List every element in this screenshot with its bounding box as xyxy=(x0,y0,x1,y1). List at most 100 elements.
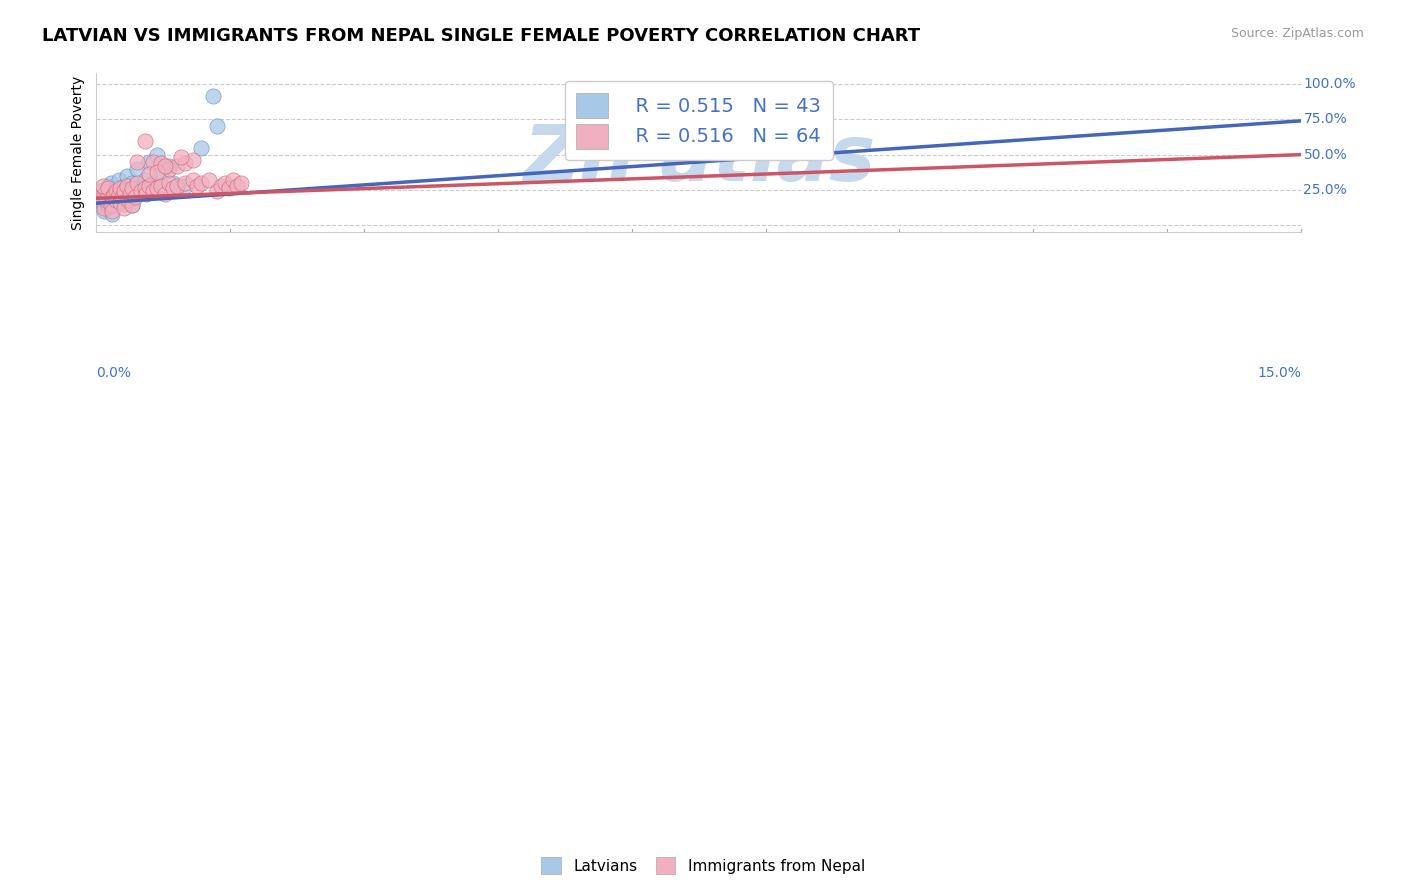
Point xyxy=(157,161,180,176)
Point xyxy=(94,193,117,207)
Point xyxy=(117,193,139,207)
Point xyxy=(120,181,142,195)
Point xyxy=(117,190,139,204)
Point xyxy=(166,159,188,173)
Point xyxy=(129,184,152,198)
Point xyxy=(91,193,114,207)
Point xyxy=(205,184,228,198)
Point xyxy=(205,120,228,134)
Point xyxy=(129,178,152,193)
Point xyxy=(173,156,195,170)
Point xyxy=(114,197,136,211)
Text: 15.0%: 15.0% xyxy=(1257,366,1301,380)
Point xyxy=(125,161,148,176)
Point xyxy=(124,187,146,202)
Point xyxy=(111,187,134,202)
Point xyxy=(93,203,115,218)
Point xyxy=(100,198,122,212)
Point xyxy=(125,176,148,190)
Point xyxy=(110,195,132,210)
Point xyxy=(110,184,132,198)
Point xyxy=(100,198,122,212)
Point xyxy=(100,195,122,210)
Point xyxy=(97,201,120,215)
Text: 100.0%: 100.0% xyxy=(1303,78,1355,91)
Point xyxy=(162,176,184,190)
Point xyxy=(157,176,180,190)
Point xyxy=(190,176,212,190)
Legend:   R = 0.515   N = 43,   R = 0.516   N = 64: R = 0.515 N = 43, R = 0.516 N = 64 xyxy=(565,81,832,161)
Point xyxy=(181,153,204,168)
Point xyxy=(166,178,188,193)
Point xyxy=(190,140,212,154)
Point xyxy=(222,173,245,187)
Point xyxy=(94,187,117,202)
Point xyxy=(105,184,128,198)
Point xyxy=(101,187,124,202)
Text: 0.0%: 0.0% xyxy=(97,366,131,380)
Point xyxy=(101,207,124,221)
Point xyxy=(101,203,124,218)
Point xyxy=(218,181,240,195)
Point xyxy=(145,164,167,178)
Point xyxy=(93,190,115,204)
Point xyxy=(89,193,111,207)
Point xyxy=(229,176,252,190)
Point xyxy=(157,159,180,173)
Point xyxy=(115,178,138,193)
Point xyxy=(110,193,132,207)
Point xyxy=(145,181,167,195)
Point xyxy=(149,156,172,170)
Point xyxy=(209,178,232,193)
Point xyxy=(121,176,143,190)
Point xyxy=(173,178,195,193)
Point xyxy=(114,178,136,193)
Point xyxy=(115,169,138,183)
Point xyxy=(181,173,204,187)
Point xyxy=(138,178,160,193)
Point xyxy=(149,178,172,193)
Point xyxy=(149,164,172,178)
Text: 75.0%: 75.0% xyxy=(1303,112,1347,127)
Point xyxy=(114,184,136,198)
Point xyxy=(153,159,176,173)
Point xyxy=(138,154,160,169)
Point xyxy=(91,183,114,197)
Point xyxy=(120,187,142,202)
Text: LATVIAN VS IMMIGRANTS FROM NEPAL SINGLE FEMALE POVERTY CORRELATION CHART: LATVIAN VS IMMIGRANTS FROM NEPAL SINGLE … xyxy=(42,27,921,45)
Point xyxy=(111,190,134,204)
Point xyxy=(91,197,114,211)
Point xyxy=(197,173,219,187)
Point xyxy=(166,181,188,195)
Point xyxy=(91,178,114,193)
Point xyxy=(121,198,143,212)
Point xyxy=(134,134,156,148)
Point xyxy=(93,201,115,215)
Point xyxy=(138,167,160,181)
Point xyxy=(142,154,165,169)
Point xyxy=(173,176,195,190)
Point xyxy=(186,178,208,193)
Point xyxy=(214,176,236,190)
Point xyxy=(97,178,120,193)
Point xyxy=(93,187,115,202)
Text: 50.0%: 50.0% xyxy=(1303,147,1347,161)
Point xyxy=(121,198,143,212)
Point xyxy=(201,88,224,103)
Point xyxy=(108,173,131,187)
Point xyxy=(145,147,167,161)
Point xyxy=(94,184,117,198)
Point xyxy=(103,187,125,202)
Point xyxy=(108,187,131,202)
Point xyxy=(101,190,124,204)
Point xyxy=(135,187,157,202)
Point xyxy=(100,176,122,190)
Point xyxy=(162,181,184,195)
Point xyxy=(94,195,117,210)
Point xyxy=(134,181,156,195)
Point xyxy=(89,190,111,204)
Point xyxy=(105,190,128,204)
Point xyxy=(97,197,120,211)
Point xyxy=(103,193,125,207)
Point xyxy=(105,181,128,195)
